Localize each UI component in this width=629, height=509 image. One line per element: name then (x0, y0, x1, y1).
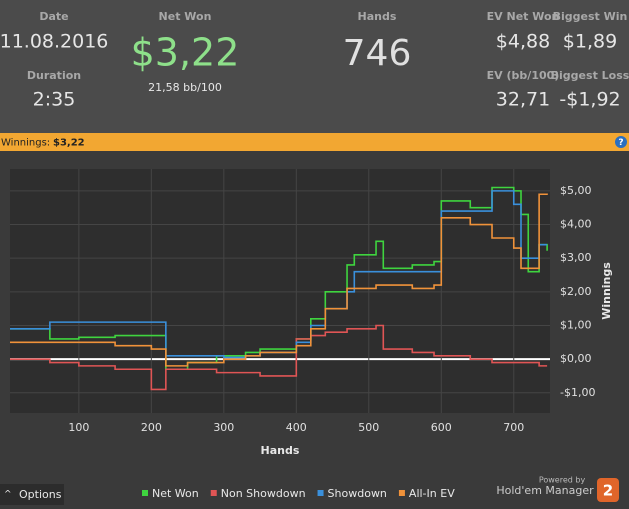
duration: 2:35 (33, 89, 76, 111)
plot-bg (10, 169, 550, 413)
x-tick-label: 500 (358, 421, 379, 434)
net-won-label: Net Won (159, 10, 212, 23)
net-won: $3,22 (131, 31, 240, 75)
banner (0, 133, 629, 151)
legend-swatch (398, 490, 405, 496)
banner-label: Winnings: (1, 138, 50, 149)
x-tick-label: 100 (68, 421, 89, 434)
x-tick-label: 200 (141, 421, 162, 434)
y-tick-label: $0,00 (560, 352, 592, 365)
y-axis-label: Winnings (600, 262, 613, 320)
y-tick-label: $2,00 (560, 285, 592, 298)
biggest-loss: -$1,92 (559, 89, 620, 111)
y-tick-label: $4,00 (560, 218, 592, 231)
ev-bb-label: EV (bb/100) (487, 69, 560, 82)
ev-bb: 32,71 (496, 89, 550, 111)
legend-swatch (210, 490, 217, 496)
legend-swatch (317, 490, 324, 496)
hands: 746 (343, 33, 412, 74)
logo-text: 2 (603, 482, 613, 500)
logo (597, 478, 619, 502)
biggest-loss-label: Biggest Loss (551, 69, 629, 82)
x-axis-label: Hands (261, 444, 300, 457)
powered: Powered by (539, 476, 586, 485)
legend-label: All-In EV (409, 487, 455, 500)
help-icon[interactable] (615, 136, 627, 148)
options[interactable]: Options (19, 488, 62, 501)
y-tick-label: $3,00 (560, 251, 592, 264)
ev-net-won: $4,88 (496, 31, 550, 53)
y-tick-label: $5,00 (560, 184, 592, 197)
y-tick-label: $1,00 (560, 318, 592, 331)
legend-label: Net Won (152, 487, 199, 500)
date-label: Date (39, 10, 68, 23)
help-text[interactable]: ? (618, 138, 623, 148)
x-tick-label: 300 (213, 421, 234, 434)
x-tick-label: 400 (286, 421, 307, 434)
legend-label: Non Showdown (221, 487, 306, 500)
duration-label: Duration (27, 69, 81, 82)
banner-value: $3,22 (53, 138, 85, 149)
x-tick-label: 700 (503, 421, 524, 434)
brand: Hold'em Manager (496, 484, 594, 497)
biggest-win: $1,89 (563, 31, 617, 53)
series-line (10, 193, 548, 367)
legend-label: Showdown (328, 487, 387, 500)
hands-label: Hands (358, 10, 397, 23)
bb100: 21,58 bb/100 (148, 81, 222, 94)
options-button[interactable] (0, 484, 64, 505)
header-bg (0, 0, 629, 133)
ev-net-won-label: EV Net Won (487, 10, 560, 23)
biggest-win-label: Biggest Win (553, 10, 628, 23)
options-arrow[interactable]: ^ (4, 490, 12, 500)
x-tick-label: 600 (431, 421, 452, 434)
series-line (10, 324, 548, 391)
plot: -$1,00 $0,00 $1,00 $2,00 $3,00 $4,00 $5,00 100 2… (10, 169, 613, 457)
date: 11.08.2016 (0, 31, 108, 53)
y-tick-label: -$1,00 (560, 386, 595, 399)
legend-swatch (142, 490, 148, 496)
